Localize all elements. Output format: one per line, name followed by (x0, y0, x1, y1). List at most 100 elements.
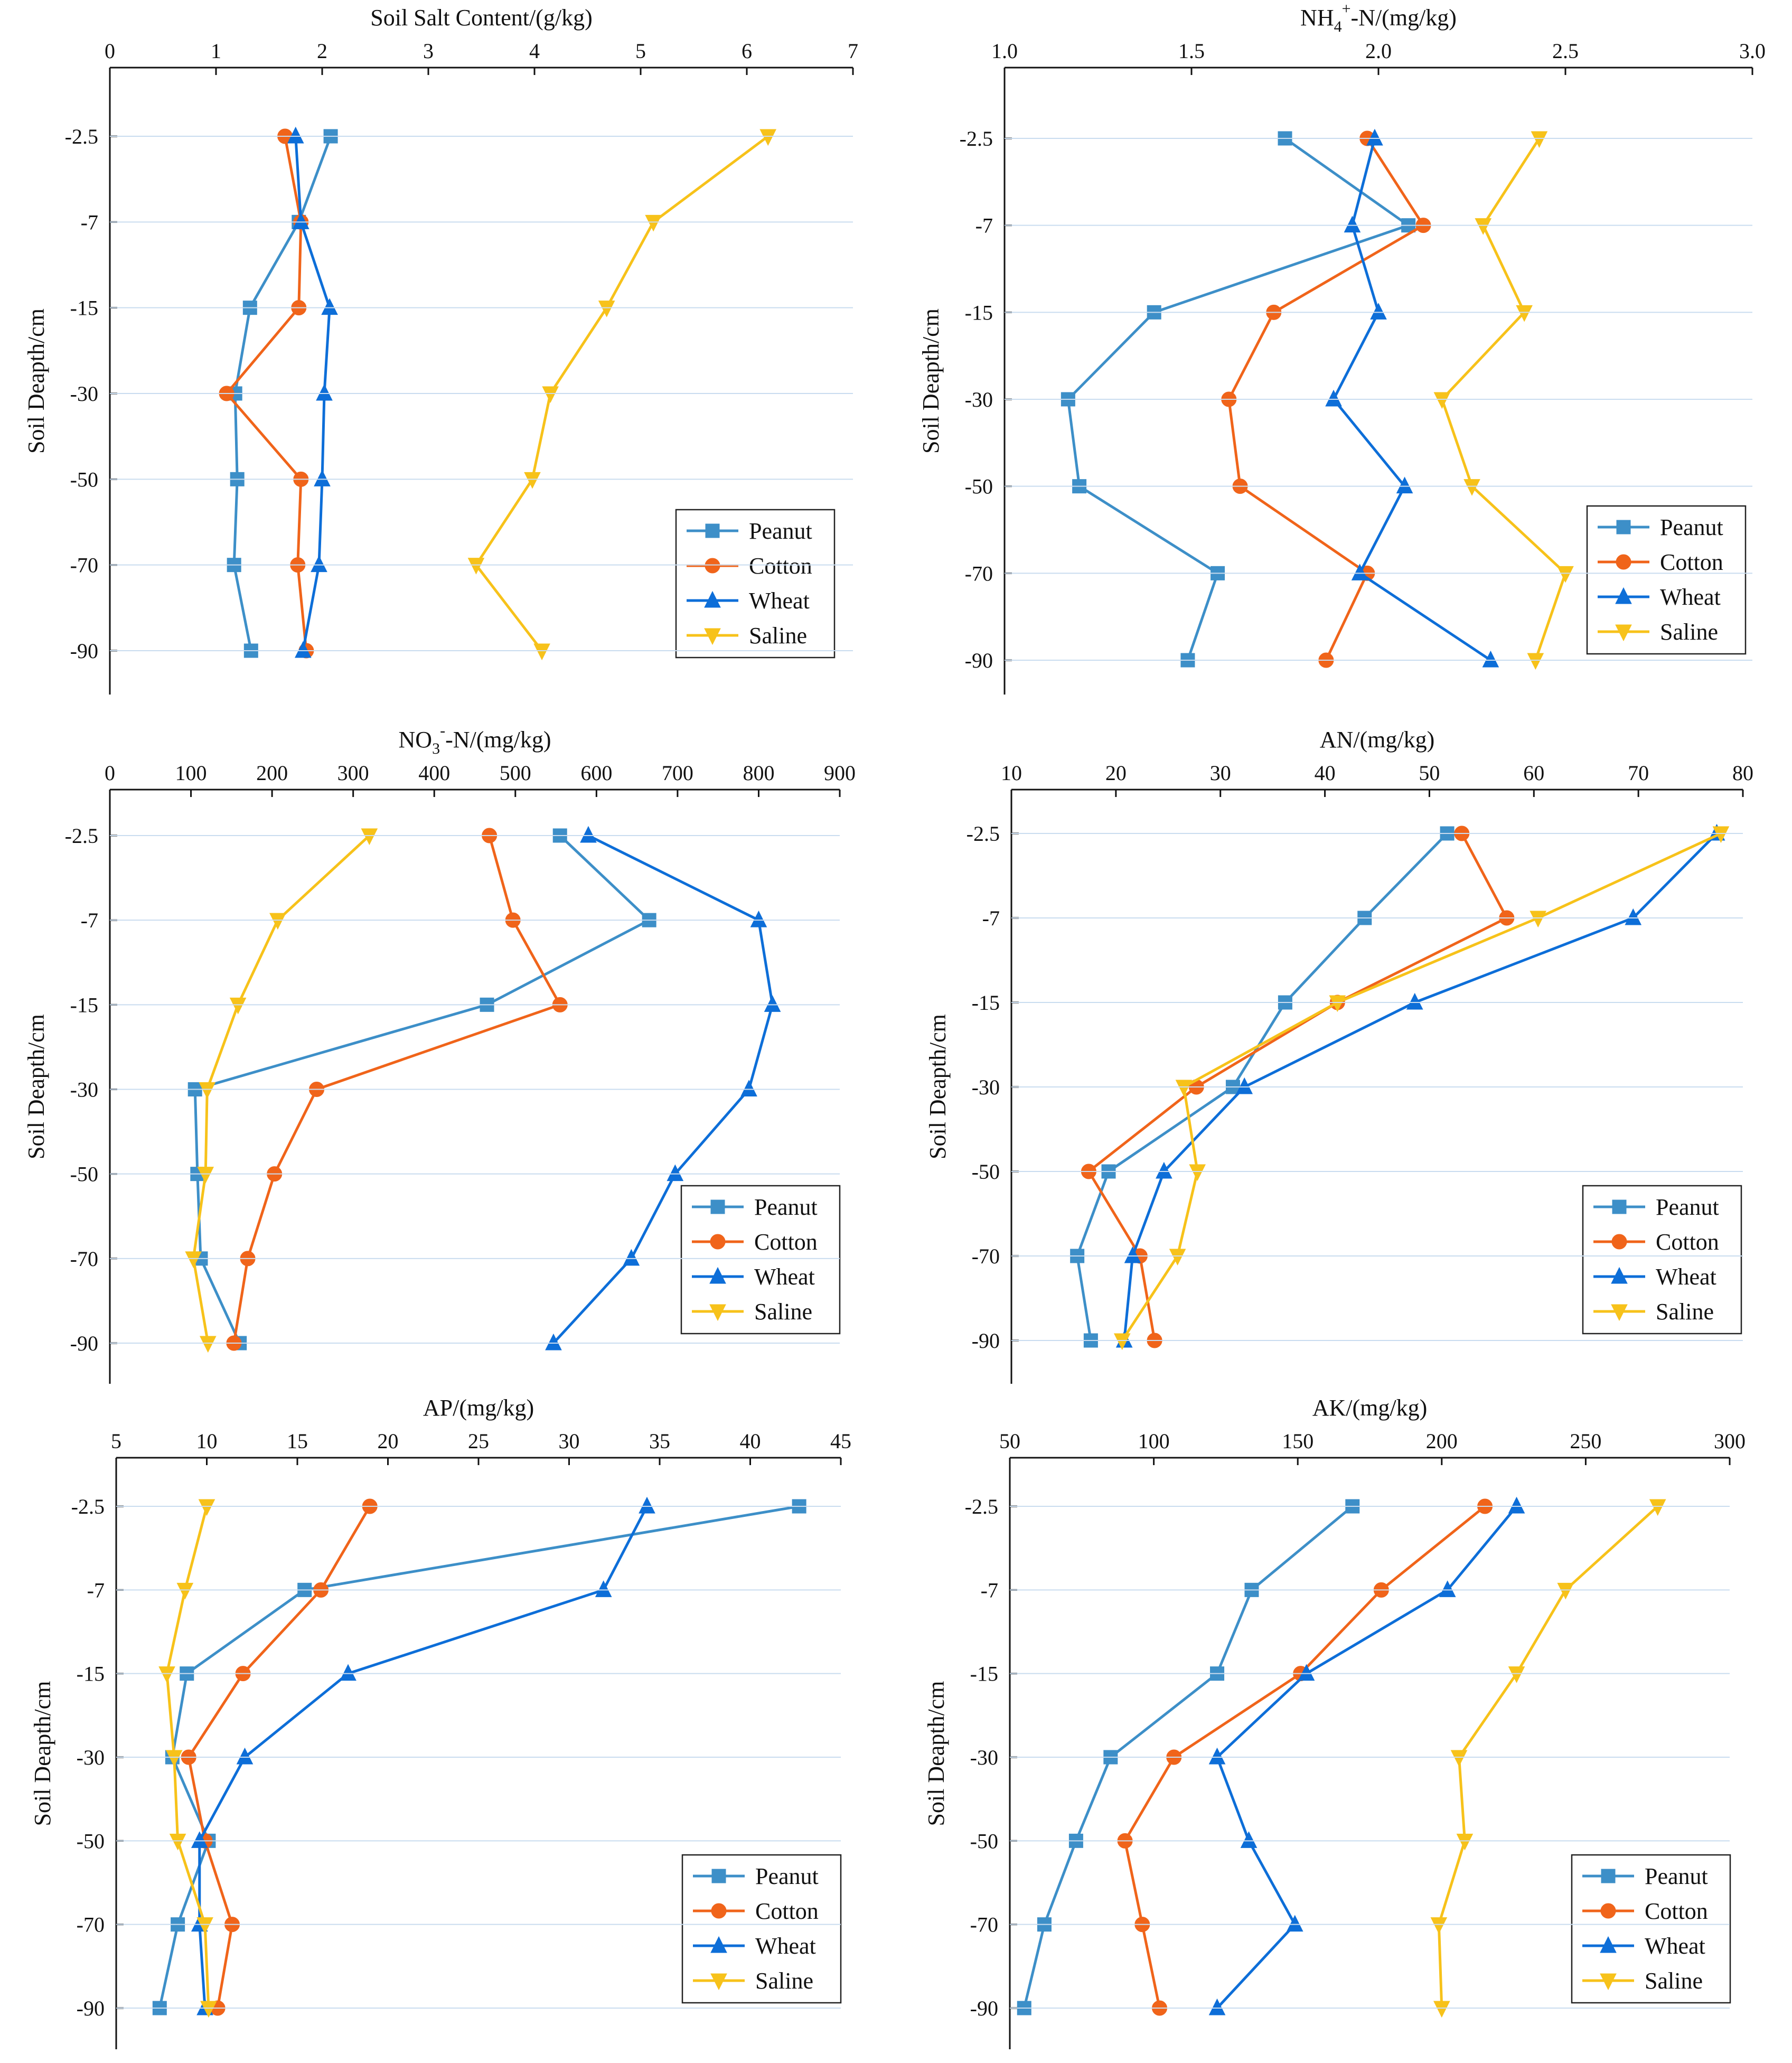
data-point-wheat (1351, 564, 1368, 580)
y-tick-label: -30 (70, 1078, 98, 1102)
y-tick-label: -15 (77, 1662, 105, 1686)
x-tick-label: 250 (1570, 1429, 1601, 1453)
data-point-wheat (1208, 1998, 1226, 2015)
x-tick-label: 400 (418, 761, 450, 785)
legend: Peanut Cotton Wheat Saline (1586, 505, 1747, 655)
chart-title: AN/(mg/kg) (1320, 727, 1435, 753)
series-wheat (191, 1496, 655, 2015)
chart-panel-nh4: 1.0 1.5 2.0 2.5 3.0 -2.5 -7 -15 -30 -50 -70 -90 NH4+… (918, 0, 1766, 695)
data-point-wheat (1208, 1747, 1226, 1765)
y-tick-label: -2.5 (967, 822, 1000, 846)
y-tick-label: -15 (70, 296, 98, 320)
x-tick-label: 5 (635, 39, 646, 63)
y-axis-label: Soil Deapth/cm (23, 1014, 49, 1159)
legend-marker-peanut (710, 1199, 725, 1214)
legend-marker-peanut (711, 1869, 726, 1883)
x-tick-label: 4 (529, 39, 540, 63)
y-tick-label: -50 (970, 1829, 998, 1853)
data-point-saline (269, 913, 286, 930)
x-tick-label: 10 (196, 1429, 218, 1453)
y-tick-label: -7 (81, 908, 98, 932)
data-point-saline (598, 301, 615, 317)
y-tick-label: -50 (77, 1829, 105, 1853)
data-point-saline (1649, 1499, 1666, 1516)
y-tick-label: -30 (972, 1075, 1000, 1099)
y-axis-label: Soil Deapth/cm (23, 308, 49, 454)
data-point-wheat (1236, 1077, 1253, 1094)
legend-label-peanut: Peanut (1656, 1194, 1719, 1220)
data-point-wheat (287, 126, 304, 144)
x-tick-label: 1 (211, 39, 221, 63)
x-tick-label: 100 (1138, 1429, 1170, 1453)
legend: Peanut Cotton Wheat Saline (681, 1854, 842, 2004)
data-point-saline (196, 1917, 213, 1934)
legend-marker-peanut (1601, 1869, 1616, 1883)
data-point-wheat (1298, 1664, 1315, 1681)
y-axis-label: Soil Deapth/cm (918, 308, 944, 454)
data-point-saline (185, 1251, 202, 1268)
data-point-wheat (639, 1496, 655, 1514)
legend-box (675, 509, 836, 659)
legend-marker-saline (1615, 624, 1632, 642)
data-point-wheat (1344, 215, 1361, 233)
y-tick-label: -90 (77, 1996, 105, 2020)
y-tick-label: -30 (77, 1746, 105, 1769)
y-tick-label: -90 (965, 649, 993, 672)
x-tick-label: 0 (105, 761, 115, 785)
legend-marker-cotton (1616, 554, 1631, 570)
y-tick-label: -2.5 (65, 824, 98, 848)
y-tick-label: -2.5 (71, 1495, 105, 1518)
data-point-saline (1456, 1833, 1474, 1851)
data-point-wheat (1366, 128, 1383, 146)
legend-marker-cotton (711, 1903, 727, 1919)
x-tick-label: 800 (743, 761, 774, 785)
data-point-saline (524, 472, 541, 489)
x-tick-label: 50 (1419, 761, 1440, 785)
legend-label-peanut: Peanut (754, 1194, 818, 1220)
x-tick-label: 300 (337, 761, 369, 785)
chart-panel-salt: 0 1 2 3 4 5 6 7 -2.5 -7 -15 -30 -50 -70 -90 Soil Salt C… (23, 5, 858, 695)
x-tick-label: 300 (1714, 1429, 1746, 1453)
chart-title: AP/(mg/kg) (423, 1395, 534, 1421)
y-tick-label: -90 (970, 1996, 998, 2020)
series-wheat (287, 126, 338, 658)
legend: Peanut Cotton Wheat Saline (1582, 1185, 1742, 1335)
legend-marker-wheat (704, 590, 721, 608)
legend-box (1582, 1185, 1742, 1335)
data-point-wheat (1482, 650, 1499, 668)
x-tick-label: 7 (848, 39, 858, 63)
chart-title: NO3--N/(mg/kg) (399, 722, 551, 757)
x-tick-label: 700 (662, 761, 693, 785)
data-point-wheat (321, 298, 338, 315)
data-point-saline (759, 129, 777, 146)
data-point-saline (533, 643, 550, 661)
data-point-saline (1557, 566, 1574, 583)
y-tick-label: -30 (70, 382, 98, 406)
data-point-wheat (314, 470, 331, 486)
data-point-saline (1430, 1917, 1448, 1934)
data-point-wheat (1325, 389, 1342, 407)
chart-panel-ak: 50 100 150 200 250 300 -2.5 -7 -15 -30 -50 -70 -90 AK… (923, 1395, 1746, 2049)
x-tick-label: 200 (256, 761, 288, 785)
x-tick-label: 2 (317, 39, 327, 63)
x-tick-label: 900 (824, 761, 856, 785)
y-tick-label: -30 (970, 1746, 998, 1769)
x-tick-label: 40 (740, 1429, 761, 1453)
y-tick-label: -7 (87, 1578, 105, 1602)
data-point-wheat (1156, 1161, 1172, 1179)
chart-title: NH4+-N/(mg/kg) (1300, 0, 1457, 35)
chart-title: Soil Salt Content/(g/kg) (370, 5, 592, 31)
x-tick-label: 0 (105, 39, 115, 63)
x-tick-label: 80 (1732, 761, 1753, 785)
series-wheat (1208, 1496, 1525, 2015)
data-point-saline (176, 1582, 194, 1600)
x-tick-label: 30 (1210, 761, 1231, 785)
data-point-saline (165, 1750, 183, 1767)
data-point-saline (1113, 1333, 1131, 1351)
data-point-wheat (295, 641, 312, 658)
legend-label-wheat: Wheat (749, 588, 810, 614)
x-tick-label: 6 (742, 39, 752, 63)
x-tick-label: 60 (1523, 761, 1544, 785)
legend-marker-wheat (1600, 1936, 1617, 1953)
